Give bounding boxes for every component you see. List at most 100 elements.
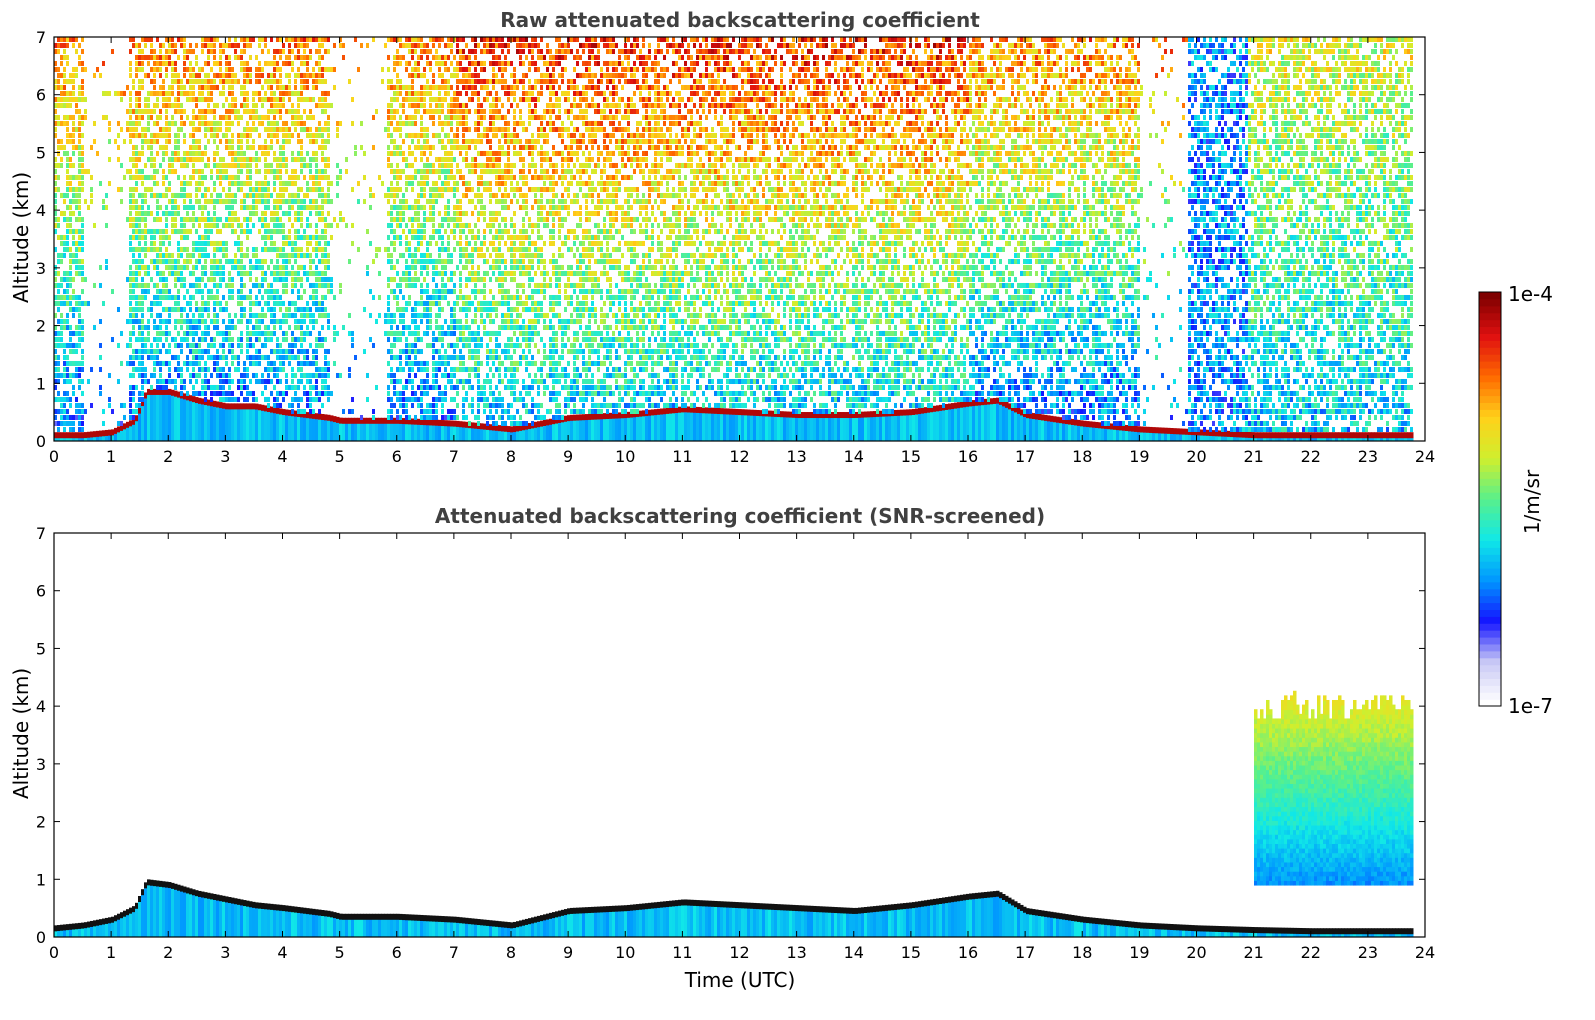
colorbar-segment	[1479, 333, 1501, 341]
colorbar-segment	[1479, 361, 1501, 369]
colorbar-segment	[1479, 699, 1501, 707]
colorbar-segment	[1479, 395, 1501, 403]
colorbar-segment	[1479, 319, 1501, 328]
bottom-y-tick-label: 0	[36, 928, 46, 947]
colorbar-segment	[1479, 292, 1501, 300]
colorbar-segment	[1479, 485, 1501, 493]
colorbar-segment	[1479, 526, 1501, 535]
bottom-x-tick-label: 4	[277, 943, 287, 962]
bottom-x-tick-label: 16	[958, 943, 978, 962]
colorbar-segment	[1479, 457, 1501, 466]
colorbar-segment	[1479, 464, 1501, 472]
top-y-tick-label: 0	[36, 432, 46, 451]
top-x-tick-label: 14	[844, 447, 864, 466]
bottom-x-tick-label: 10	[615, 943, 635, 962]
bottom-x-tick-label: 17	[1015, 943, 1035, 962]
bottom-x-tick-label: 1	[106, 943, 116, 962]
colorbar-segment	[1479, 623, 1501, 631]
top-heatmap-cells	[54, 37, 1414, 441]
colorbar-segment	[1479, 568, 1501, 576]
top-x-tick-label: 20	[1186, 447, 1206, 466]
bottom-x-tick-label: 9	[563, 943, 573, 962]
colorbar-segment	[1479, 561, 1501, 569]
colorbar-segment	[1479, 326, 1501, 334]
colorbar-segment	[1479, 505, 1501, 514]
bottom-x-tick-label: 2	[163, 943, 173, 962]
colorbar-frame	[1478, 291, 1502, 707]
colorbar-segment	[1479, 354, 1501, 362]
colorbar-segment	[1479, 340, 1501, 348]
colorbar-segment	[1479, 650, 1501, 659]
colorbar-segment	[1479, 402, 1501, 410]
top-y-tick-label: 4	[36, 201, 46, 220]
top-y-tick-label: 2	[36, 317, 46, 336]
top-heatmap-panel: 0 1 2 3 4 5 6 7 8 9 10 11 12 13 14 15 16 17 18 19 20 21 22 23 24…	[36, 28, 1435, 466]
bottom-x-tick-label: 0	[49, 943, 59, 962]
bottom-y-tick-label: 7	[36, 524, 46, 543]
top-x-tick-label: 16	[958, 447, 978, 466]
top-x-tick-label: 7	[449, 447, 459, 466]
bottom-y-tick-label: 5	[36, 639, 46, 658]
colorbar-max-label: 1e-4	[1508, 282, 1553, 306]
colorbar-segment	[1479, 298, 1501, 307]
top-x-tick-label: 12	[729, 447, 749, 466]
bottom-y-tick-label: 1	[36, 870, 46, 889]
bottom-plot-frame	[53, 532, 1426, 938]
top-chart-title: Raw attenuated backscattering coefficien…	[500, 8, 980, 32]
colorbar-segment	[1479, 443, 1501, 452]
colorbar-segment	[1479, 685, 1501, 693]
colorbar-segment	[1479, 609, 1501, 617]
top-y-tick-label: 3	[36, 259, 46, 278]
bottom-x-tick-label: 6	[392, 943, 402, 962]
bottom-y-tick-label: 2	[36, 813, 46, 832]
colorbar-segment	[1479, 374, 1501, 383]
colorbar-segment	[1479, 692, 1501, 700]
bottom-x-tick-label: 14	[844, 943, 864, 962]
bottom-x-tick-label: 13	[786, 943, 806, 962]
top-x-tick-label: 13	[786, 447, 806, 466]
colorbar-segment	[1479, 381, 1501, 390]
colorbar-segment	[1479, 471, 1501, 479]
top-x-tick-label: 24	[1415, 447, 1435, 466]
colorbar	[1478, 291, 1502, 707]
bottom-x-tick-label: 5	[335, 943, 345, 962]
top-y-tick-label: 7	[36, 28, 46, 47]
bottom-x-tick-label: 24	[1415, 943, 1435, 962]
bottom-x-tick-label: 20	[1186, 943, 1206, 962]
colorbar-segment	[1479, 436, 1501, 445]
colorbar-segment	[1479, 347, 1501, 355]
top-x-tick-label: 3	[220, 447, 230, 466]
colorbar-segment	[1479, 554, 1501, 562]
colorbar-segment	[1479, 616, 1501, 624]
bottom-y-tick-label: 3	[36, 755, 46, 774]
colorbar-segment	[1479, 388, 1501, 397]
top-x-tick-label: 18	[1072, 447, 1092, 466]
bottom-x-tick-label: 7	[449, 943, 459, 962]
colorbar-segment	[1479, 430, 1501, 438]
bottom-y-tick-label: 4	[36, 697, 46, 716]
bottom-heatmap-cells	[54, 690, 1414, 937]
top-x-tick-label: 22	[1301, 447, 1321, 466]
bottom-heatmap-panel: 0 1 2 3 4 5 6 7 8 9 10 11 12 13 14 15 16 17 18 19 20 21 22 23 24…	[36, 524, 1435, 962]
colorbar-segment	[1479, 671, 1501, 679]
colorbar-segment	[1479, 595, 1501, 604]
top-x-tick-label: 10	[615, 447, 635, 466]
colorbar-segment	[1479, 657, 1501, 666]
bottom-x-tick-label: 8	[506, 943, 516, 962]
colorbar-segment	[1479, 588, 1501, 597]
top-x-tick-label: 6	[392, 447, 402, 466]
colorbar-segment	[1479, 547, 1501, 555]
bottom-x-tick-label: 22	[1301, 943, 1321, 962]
top-x-tick-label: 5	[335, 447, 345, 466]
bottom-x-tick-label: 3	[220, 943, 230, 962]
bottom-x-tick-label: 23	[1358, 943, 1378, 962]
top-x-tick-label: 15	[901, 447, 921, 466]
colorbar-segment	[1479, 602, 1501, 610]
top-x-tick-label: 11	[672, 447, 692, 466]
colorbar-segment	[1479, 581, 1501, 590]
colorbar-segment	[1479, 678, 1501, 686]
top-y-tick-label: 1	[36, 374, 46, 393]
bottom-x-tick-label: 19	[1129, 943, 1149, 962]
colorbar-segment	[1479, 664, 1501, 673]
